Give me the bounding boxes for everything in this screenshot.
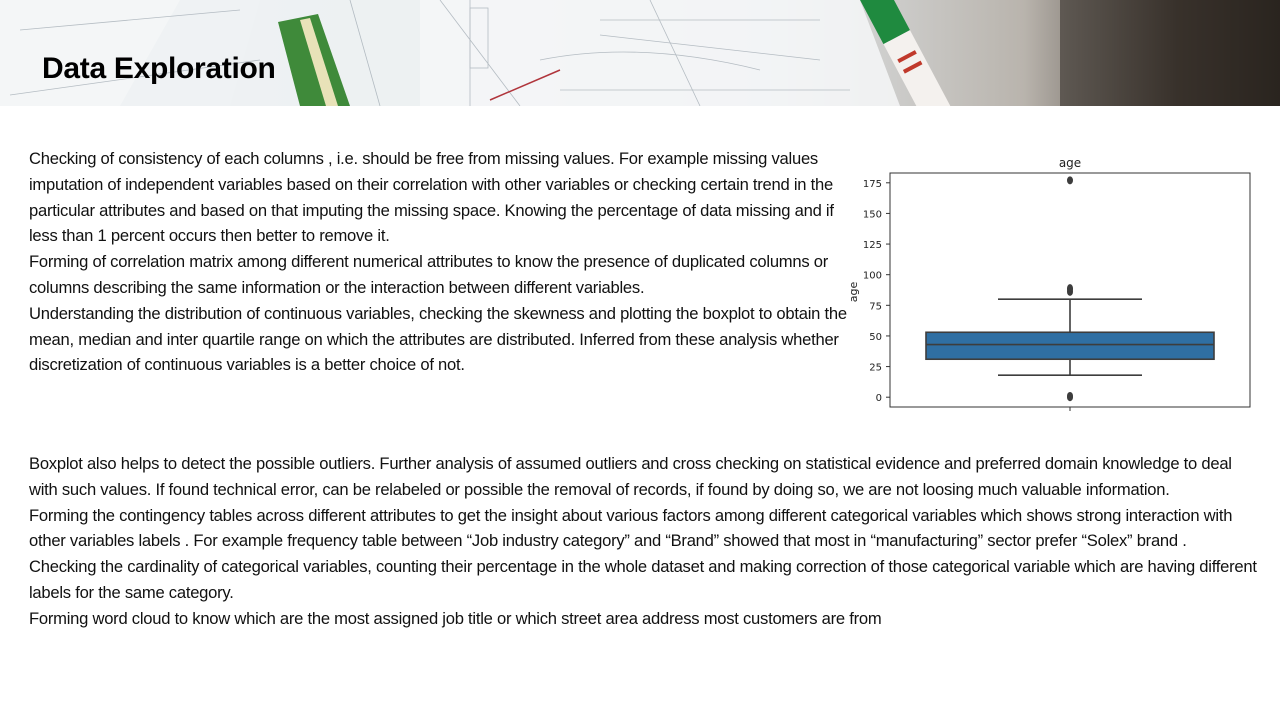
y-tick-label: 100 (863, 271, 882, 282)
y-tick-label: 125 (863, 240, 882, 251)
paragraph-distribution: Understanding the distribution of contin… (29, 303, 847, 375)
y-tick-label: 75 (869, 301, 882, 312)
chart-title: age (1059, 156, 1081, 170)
y-tick-label: 175 (863, 179, 882, 190)
paragraph-correlation-matrix: Forming of correlation matrix among diff… (29, 252, 829, 297)
iqr-box (925, 331, 1215, 361)
paragraph-cardinality: Checking the cardinality of categorical … (29, 557, 1257, 602)
page-title: Data Exploration (42, 52, 276, 85)
paragraph-word-cloud: Forming word cloud to know which are the… (29, 608, 882, 628)
header-background-image (0, 0, 1280, 106)
y-tick-label: 25 (869, 363, 882, 374)
outlier-point (1067, 391, 1073, 400)
outlier-point (1067, 176, 1073, 185)
age-boxplot-chart: age age 0 25 50 75 100 125 150 175 (847, 156, 1251, 411)
paragraph-missing-values: Checking of consistency of each columns … (29, 149, 834, 246)
y-tick-label: 150 (863, 209, 882, 220)
top-text-block: Checking of consistency of each columns … (29, 146, 851, 378)
bottom-text-block: Boxplot also helps to detect the possibl… (29, 451, 1259, 632)
y-tick-label: 50 (869, 332, 882, 343)
paragraph-contingency-tables: Forming the contingency tables across di… (29, 505, 1233, 551)
outlier-point (1067, 284, 1073, 293)
header-banner: Data Exploration (0, 0, 1280, 106)
paragraph-outliers: Boxplot also helps to detect the possibl… (29, 454, 1232, 499)
y-axis-label: age (847, 282, 860, 303)
y-tick-label: 0 (876, 393, 882, 404)
